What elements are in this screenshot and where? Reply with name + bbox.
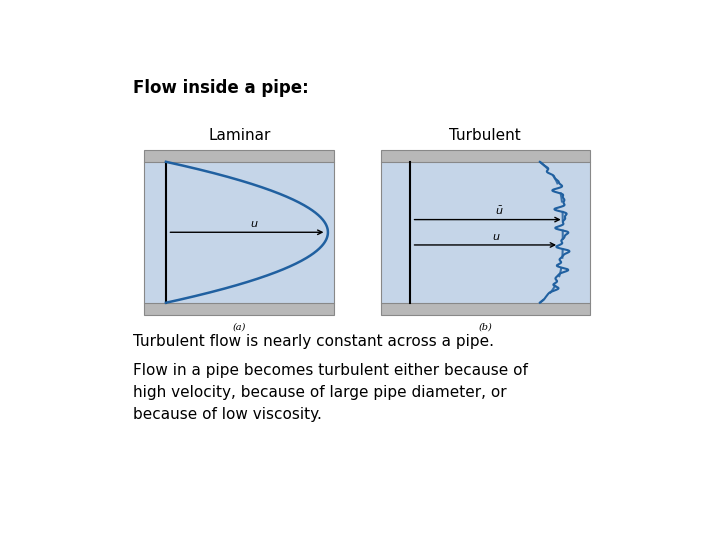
Text: $u$: $u$ [251, 219, 259, 229]
Bar [381, 303, 590, 315]
Text: Turbulent flow is nearly constant across a pipe.: Turbulent flow is nearly constant across… [132, 334, 494, 348]
Bar [381, 150, 590, 162]
Text: Turbulent: Turbulent [449, 129, 521, 143]
Text: (a): (a) [233, 323, 246, 332]
Bar [144, 303, 334, 315]
Text: $\bar{u}$: $\bar{u}$ [495, 204, 503, 217]
Text: Laminar: Laminar [208, 129, 271, 143]
Text: (b): (b) [478, 323, 492, 332]
Text: $u$: $u$ [492, 232, 501, 242]
Bar [144, 162, 334, 303]
Bar [144, 150, 334, 162]
Bar [381, 162, 590, 303]
Text: Flow inside a pipe:: Flow inside a pipe: [132, 79, 308, 97]
Text: Flow in a pipe becomes turbulent either because of
high velocity, because of lar: Flow in a pipe becomes turbulent either … [132, 363, 528, 422]
